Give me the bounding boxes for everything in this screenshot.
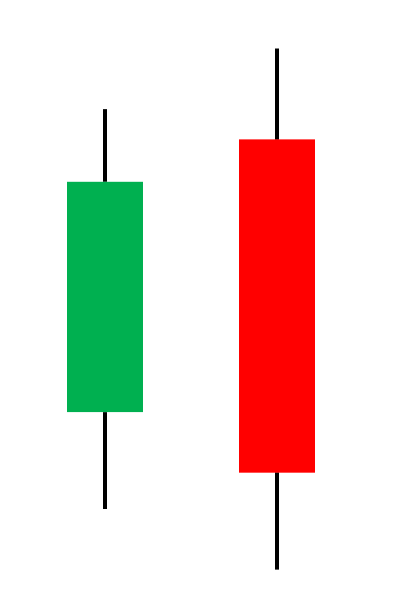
candles-layer: [67, 48, 315, 570]
candle-2-body: [239, 139, 315, 473]
candle-1: [67, 109, 143, 510]
candle-1-body: [67, 181, 143, 413]
candle-2: [239, 48, 315, 570]
